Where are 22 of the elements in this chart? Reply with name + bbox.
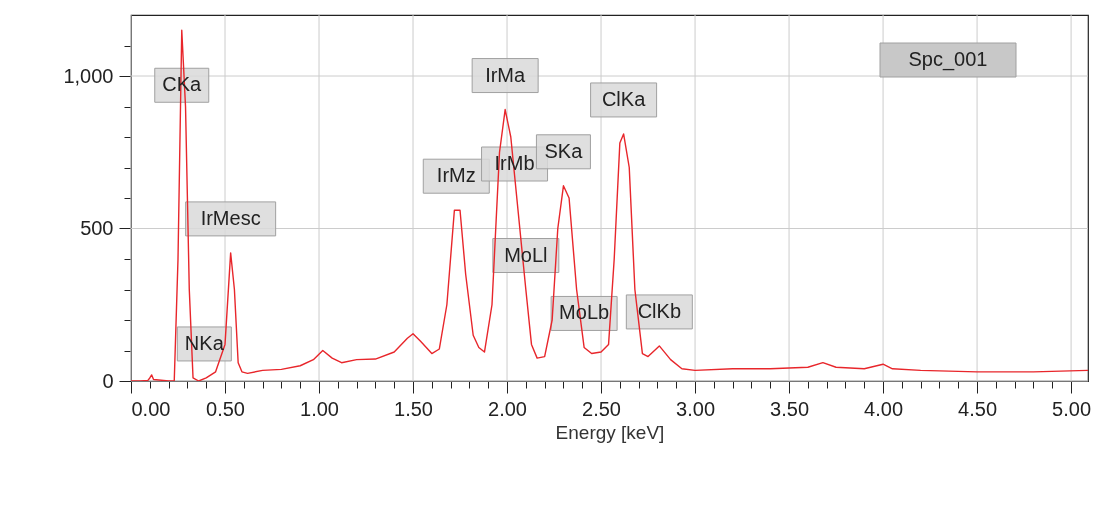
x-tick-label: 4.00 xyxy=(864,397,904,420)
annotation: IrMa xyxy=(485,63,527,86)
x-tick-label: 3.50 xyxy=(770,397,810,420)
x-tick-label: 2.00 xyxy=(488,397,527,420)
x-tick-label: 5.00 xyxy=(1052,397,1092,420)
annotation: SKa xyxy=(544,139,584,162)
x-tick-label: 0.50 xyxy=(206,397,245,420)
x-tick-label: 3.00 xyxy=(676,397,716,420)
x-tick-label: 4.50 xyxy=(958,397,998,420)
annotation: IrMesc xyxy=(200,206,261,229)
y-tick-label: 500 xyxy=(80,217,114,239)
annotation: ClKa xyxy=(601,87,647,110)
y-tick-label: 0 xyxy=(102,369,114,392)
x-tick-label: 2.50 xyxy=(582,397,622,420)
y-tick-label: 1,000 xyxy=(63,64,114,87)
annotation: ClKb xyxy=(637,299,681,322)
x-tick-label: 1.50 xyxy=(394,397,433,420)
x-tick-label: 0.00 xyxy=(131,397,171,420)
x-axis-title: Energy [keV] xyxy=(555,421,665,443)
annotation: Spc_001 xyxy=(908,48,988,71)
x-tick-label: 1.00 xyxy=(300,397,339,420)
annotation: IrMz xyxy=(436,164,476,187)
